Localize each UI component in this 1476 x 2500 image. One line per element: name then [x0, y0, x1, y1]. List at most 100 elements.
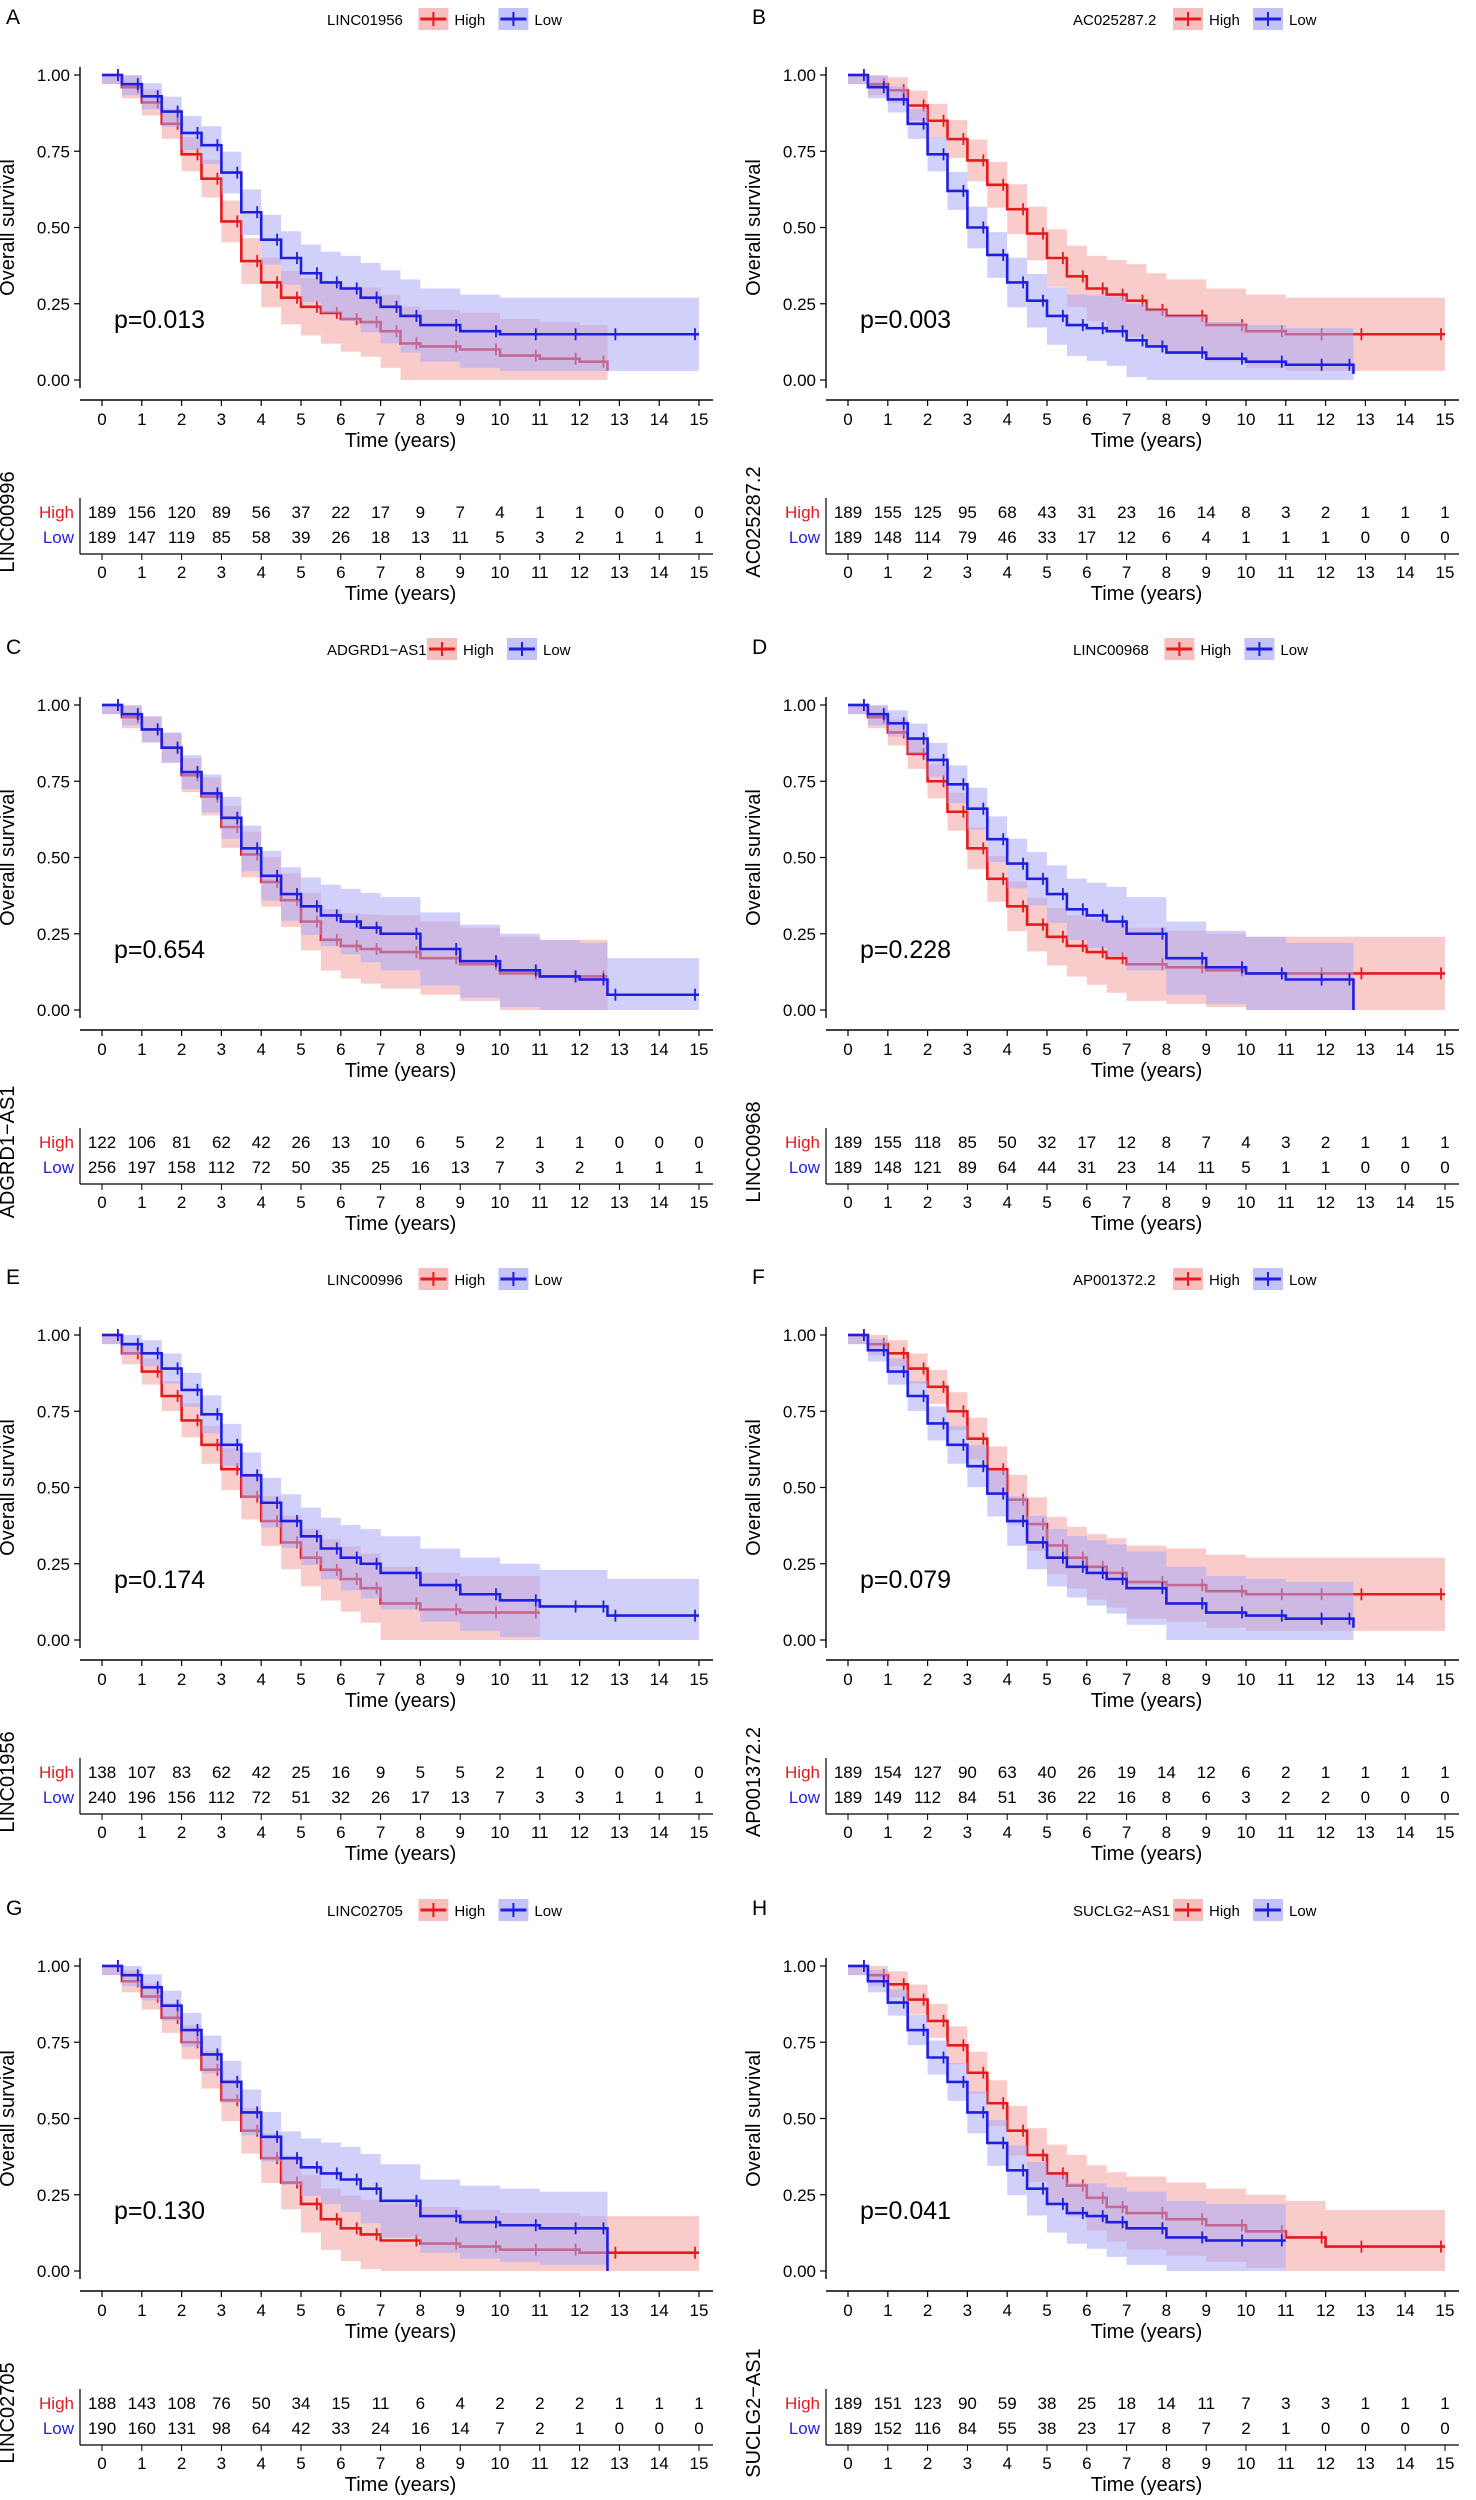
x-tick-label: 3 — [963, 410, 972, 429]
risk-x-tick-label: 2 — [177, 2454, 186, 2473]
risk-x-tick-label: 2 — [923, 1193, 932, 1212]
risk-count-low: 72 — [252, 1788, 271, 1807]
y-axis-title: Overall survival — [743, 159, 765, 296]
risk-x-tick-label: 6 — [336, 2454, 345, 2473]
x-tick-label: 13 — [610, 410, 629, 429]
risk-count-low: 1 — [615, 1788, 624, 1807]
risk-count-high: 3 — [1281, 503, 1290, 522]
panel-letter: D — [752, 636, 767, 659]
risk-x-tick-label: 8 — [416, 2454, 425, 2473]
risk-x-tick-label: 11 — [531, 563, 549, 582]
x-tick-label: 12 — [1316, 2301, 1335, 2320]
risk-count-high: 2 — [495, 1133, 504, 1152]
risk-x-tick-label: 12 — [570, 2454, 589, 2473]
risk-x-tick-label: 0 — [843, 1823, 852, 1842]
risk-count-low: 98 — [212, 2419, 231, 2438]
y-axis-title: Overall survival — [743, 2050, 765, 2187]
risk-x-tick-label: 9 — [455, 563, 464, 582]
y-tick-label: 0.75 — [783, 2033, 816, 2052]
risk-count-low: 16 — [1117, 1788, 1136, 1807]
risk-count-high: 122 — [88, 1133, 116, 1152]
risk-count-high: 0 — [615, 503, 624, 522]
risk-x-tick-label: 1 — [137, 563, 146, 582]
risk-count-low: 1 — [1281, 2419, 1290, 2438]
x-tick-label: 7 — [1122, 1670, 1131, 1689]
risk-count-low: 0 — [1440, 528, 1449, 547]
risk-x-tick-label: 0 — [843, 563, 852, 582]
risk-count-high: 107 — [128, 1763, 156, 1782]
risk-count-low: 0 — [654, 2419, 663, 2438]
risk-count-low: 148 — [874, 1158, 902, 1177]
x-tick-label: 13 — [1356, 1670, 1375, 1689]
risk-x-tick-label: 13 — [1356, 1193, 1375, 1212]
risk-count-high: 155 — [874, 1133, 902, 1152]
risk-table-low-label: Low — [789, 1788, 821, 1807]
risk-count-high: 118 — [914, 1133, 941, 1152]
x-tick-label: 14 — [650, 410, 669, 429]
risk-count-low: 189 — [834, 1158, 862, 1177]
risk-count-low: 0 — [694, 2419, 703, 2438]
risk-x-axis-title: Time (years) — [1091, 1213, 1202, 1235]
risk-count-high: 108 — [167, 2394, 195, 2413]
x-tick-label: 13 — [610, 2301, 629, 2320]
risk-count-high: 7 — [455, 503, 464, 522]
risk-count-high: 43 — [1038, 503, 1057, 522]
x-tick-label: 6 — [1082, 1670, 1091, 1689]
survival-curve-low — [848, 1333, 1355, 1628]
x-tick-label: 3 — [963, 1670, 972, 1689]
risk-count-high: 76 — [212, 2394, 231, 2413]
risk-x-tick-label: 4 — [256, 2454, 265, 2473]
risk-count-high: 123 — [913, 2394, 941, 2413]
risk-x-tick-label: 4 — [1002, 1823, 1011, 1842]
y-axis-title: Overall survival — [743, 1419, 765, 1556]
risk-count-low: 13 — [451, 1158, 470, 1177]
legend-gene-label: AC025287.2 — [1073, 12, 1156, 29]
risk-count-low: 156 — [167, 1788, 195, 1807]
risk-table-high-label: High — [785, 1763, 820, 1782]
risk-count-high: 7 — [1201, 1133, 1210, 1152]
x-tick-label: 7 — [376, 1670, 385, 1689]
x-tick-label: 7 — [376, 2301, 385, 2320]
x-tick-label: 0 — [97, 410, 106, 429]
risk-count-low: 0 — [615, 2419, 624, 2438]
risk-x-tick-label: 6 — [336, 563, 345, 582]
risk-count-high: 0 — [654, 1133, 663, 1152]
risk-x-tick-label: 9 — [1201, 1193, 1210, 1212]
risk-x-tick-label: 2 — [177, 563, 186, 582]
y-tick-label: 0.00 — [783, 1631, 816, 1650]
risk-count-low: 7 — [495, 1158, 504, 1177]
risk-count-high: 1 — [1361, 1763, 1370, 1782]
legend-low-label: Low — [534, 1272, 562, 1289]
panel-letter: E — [6, 1266, 20, 1289]
y-tick-label: 0.50 — [37, 1479, 70, 1498]
x-tick-label: 3 — [217, 410, 226, 429]
risk-table-high-label: High — [39, 2394, 74, 2413]
risk-count-high: 155 — [874, 503, 902, 522]
risk-x-tick-label: 12 — [1316, 1193, 1335, 1212]
risk-x-tick-label: 6 — [336, 1193, 345, 1212]
risk-count-low: 0 — [1400, 1158, 1409, 1177]
x-tick-label: 4 — [256, 2301, 265, 2320]
risk-count-high: 106 — [128, 1133, 156, 1152]
x-tick-label: 9 — [1201, 410, 1210, 429]
risk-count-low: 12 — [1117, 528, 1136, 547]
x-tick-label: 1 — [137, 2301, 146, 2320]
risk-count-low: 1 — [694, 1158, 703, 1177]
risk-count-low: 58 — [252, 528, 271, 547]
x-tick-label: 10 — [491, 2301, 510, 2320]
x-tick-label: 11 — [531, 1040, 549, 1059]
risk-x-tick-label: 10 — [1237, 563, 1256, 582]
confidence-band-low — [102, 1966, 608, 2271]
risk-count-high: 189 — [834, 1133, 862, 1152]
risk-x-tick-label: 15 — [1436, 2454, 1455, 2473]
x-tick-label: 8 — [1162, 410, 1171, 429]
risk-x-tick-label: 15 — [1436, 1823, 1455, 1842]
x-tick-label: 5 — [296, 1670, 305, 1689]
risk-x-tick-label: 15 — [690, 2454, 709, 2473]
x-axis-title: Time (years) — [1091, 2321, 1202, 2343]
risk-count-high: 2 — [535, 2394, 544, 2413]
y-tick-label: 0.25 — [783, 295, 816, 314]
risk-count-high: 2 — [575, 2394, 584, 2413]
y-axis-title: Overall survival — [0, 2050, 19, 2187]
x-tick-label: 1 — [137, 410, 146, 429]
